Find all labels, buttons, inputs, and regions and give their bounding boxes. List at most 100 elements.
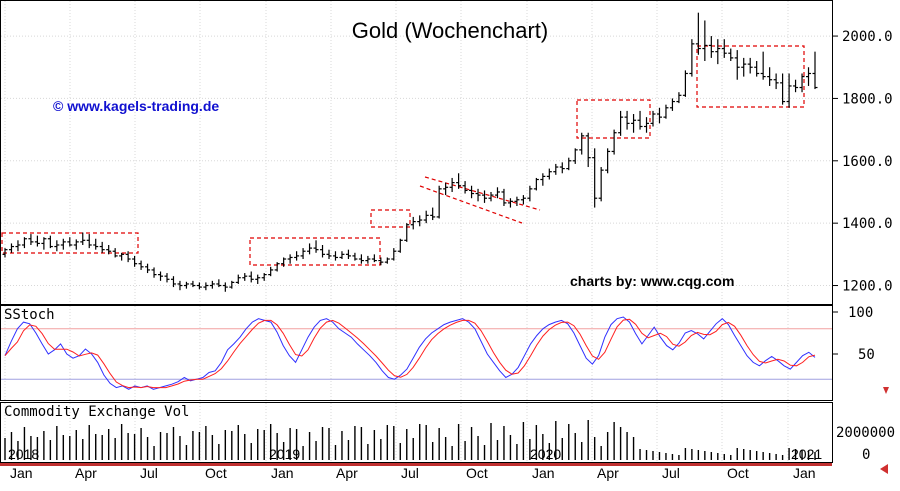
month-label: Jan — [10, 465, 33, 481]
ohlc-bar — [475, 188, 481, 202]
ohlc-bar — [21, 237, 27, 249]
stoch-tick-label: 50 — [858, 347, 875, 363]
ohlc-bar — [106, 244, 112, 255]
ohlc-bar — [579, 132, 585, 155]
ohlc-bar — [365, 255, 371, 264]
month-label: Apr — [75, 465, 97, 481]
ohlc-bar — [443, 182, 449, 196]
month-label: Apr — [336, 465, 358, 481]
ohlc-bar — [99, 241, 105, 253]
ohlc-bar — [449, 177, 455, 192]
price-tick-label: 1800.0 — [842, 91, 893, 107]
ohlc-bar — [242, 273, 248, 281]
channel-upper-line — [424, 176, 541, 211]
ohlc-bar — [592, 148, 598, 208]
year-label: 2020 — [530, 446, 561, 462]
ohlc-bar — [352, 252, 358, 261]
stoch-label: SStoch — [4, 307, 55, 323]
ohlc-bar — [793, 79, 799, 93]
price-tick-label: 1600.0 — [842, 154, 893, 170]
ohlc-bar — [2, 248, 8, 258]
month-label: Jul — [140, 465, 158, 481]
ohlc-bar — [631, 114, 637, 133]
price-tick-label: 1200.0 — [842, 279, 893, 295]
ohlc-bar — [34, 235, 40, 247]
ohlc-bar — [728, 48, 734, 62]
ohlc-bar — [229, 280, 235, 289]
ohlc-bar — [494, 187, 500, 199]
month-label: Jul — [401, 465, 419, 481]
ohlc-bar — [8, 243, 14, 253]
ohlc-bar — [332, 251, 338, 261]
ohlc-bar — [145, 263, 151, 274]
ohlc-bar — [417, 215, 423, 227]
ohlc-bar — [125, 251, 131, 263]
ohlc-bar — [734, 50, 740, 80]
ohlc-bar — [540, 173, 546, 186]
volume-panel — [0, 402, 833, 463]
ohlc-bar — [307, 243, 313, 255]
ohlc-bar — [669, 98, 675, 111]
ohlc-bar — [676, 92, 682, 104]
ohlc-bar — [456, 173, 462, 189]
ohlc-bar — [158, 271, 164, 281]
ohlc-bar — [170, 276, 176, 288]
ohlc-bar — [695, 12, 701, 55]
stoch-d-line — [4, 318, 816, 389]
volume-bars — [4, 420, 816, 460]
ohlc-bar — [689, 39, 695, 77]
month-label: Jan — [532, 465, 555, 481]
ohlc-bar — [313, 240, 319, 253]
ohlc-bar — [190, 280, 196, 288]
ohlc-bar — [527, 185, 533, 202]
ohlc-bar — [164, 273, 170, 283]
volume-label: Commodity Exchange Vol — [4, 404, 189, 420]
ohlc-bar — [806, 67, 812, 86]
credit-text: charts by: www.cqg.com — [570, 273, 734, 289]
ohlc-bar — [436, 185, 442, 219]
ohlc-bar — [183, 281, 189, 289]
ohlc-bar — [67, 237, 73, 247]
year-label: 2019 — [269, 446, 300, 462]
range-box-2019 — [249, 237, 381, 266]
ohlc-bar — [780, 73, 786, 105]
ohlc-bar — [507, 198, 513, 208]
ohlc-bar — [520, 195, 526, 205]
ohlc-bar — [378, 257, 384, 266]
ohlc-bar — [216, 279, 222, 288]
ohlc-bar — [371, 254, 377, 263]
ohlc-bar — [47, 235, 53, 249]
ohlc-bar — [624, 110, 630, 130]
ohlc-bar — [93, 238, 99, 250]
ohlc-bar — [553, 163, 559, 175]
price-tick-label: 2000.0 — [842, 29, 893, 45]
ohlc-bar — [73, 239, 79, 250]
ohlc-bar — [488, 191, 494, 202]
ohlc-bar — [812, 51, 818, 90]
ohlc-bar — [618, 110, 624, 136]
month-label: Oct — [205, 465, 227, 481]
ohlc-bar — [300, 248, 306, 260]
ohlc-bar — [501, 188, 507, 207]
ohlc-bar — [566, 157, 572, 171]
ohlc-bar — [28, 234, 34, 245]
ohlc-bar — [572, 148, 578, 164]
ohlc-bar — [721, 39, 727, 58]
range-box-2020 — [576, 99, 651, 139]
annotation-boxes — [1, 45, 805, 266]
ohlc-bar — [138, 260, 144, 270]
ohlc-bar — [248, 271, 254, 283]
ohlc-bar — [637, 110, 643, 130]
ohlc-bar — [326, 249, 332, 260]
ohlc-bar — [203, 282, 209, 291]
ohlc-bar — [177, 280, 183, 291]
chart-title: Gold (Wochenchart) — [352, 18, 548, 43]
scroll-left-arrow-icon[interactable] — [880, 464, 888, 474]
ohlc-bar — [546, 168, 552, 180]
ohlc-bar — [741, 57, 747, 77]
ohlc-bar — [119, 252, 125, 261]
scroll-down-arrow-icon[interactable] — [883, 387, 889, 394]
month-label: Jul — [662, 465, 680, 481]
ohlc-bar — [404, 223, 410, 242]
